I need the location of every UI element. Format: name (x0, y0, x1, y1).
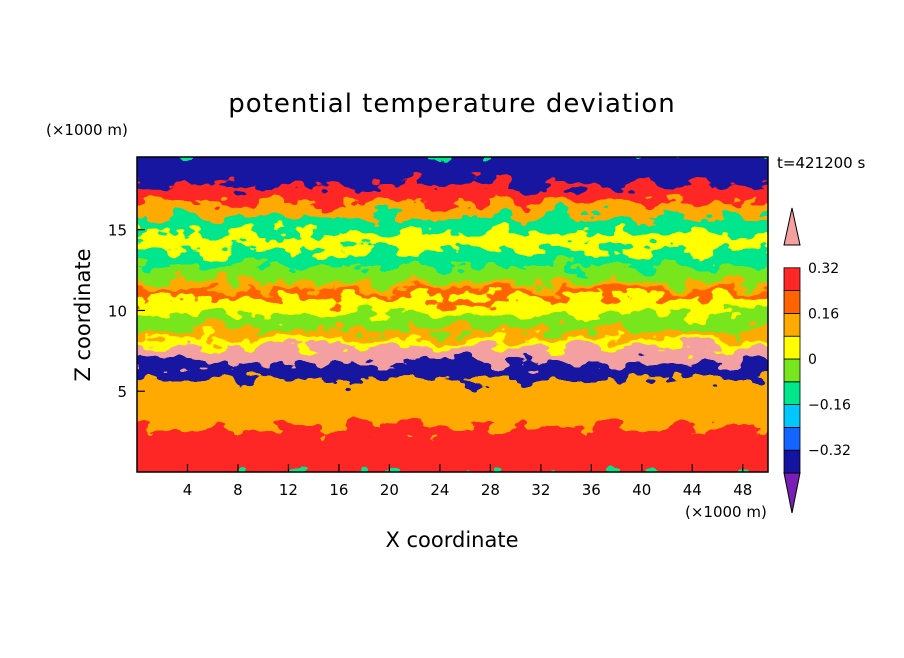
x-tick-label: 40 (632, 481, 651, 499)
colorbar: 0.32 0.16 0 −0.16 −0.32 (783, 207, 851, 514)
y-tick-label: 10 (108, 302, 127, 320)
x-tick-label: 8 (233, 481, 243, 499)
heatmap-band-0 (137, 419, 768, 472)
colorbar-swatch (783, 404, 801, 428)
y-unit-label: (×1000 m) (46, 121, 128, 139)
x-axis-label: X coordinate (385, 528, 518, 552)
colorbar-swatch (783, 290, 801, 314)
colorbar-tick-label: −0.32 (808, 443, 851, 459)
y-axis-label: Z coordinate (71, 248, 95, 381)
x-tick-label: 16 (329, 481, 348, 499)
colorbar-tick-label: 0 (808, 352, 817, 368)
chart-title: potential temperature deviation (228, 89, 675, 119)
plot-frame (136, 156, 769, 473)
x-tick-label: 20 (380, 481, 399, 499)
x-tick-label: 4 (183, 481, 193, 499)
heatmap-field (137, 157, 768, 472)
colorbar-swatch (783, 358, 801, 383)
x-tick-label: 32 (531, 481, 550, 499)
y-axis: 5 10 15 (108, 222, 145, 401)
y-tick-label: 5 (117, 383, 127, 401)
x-tick-label: 48 (733, 481, 752, 499)
colorbar-bottom-arrow (783, 472, 801, 514)
x-tick-label: 12 (279, 481, 298, 499)
time-label: t=421200 s (777, 154, 865, 172)
colorbar-tick-label: −0.16 (808, 398, 851, 414)
x-tick-label: 44 (683, 481, 702, 499)
colorbar-swatch (783, 449, 801, 474)
x-tick-label: 24 (430, 481, 449, 499)
x-unit-label: (×1000 m) (685, 503, 767, 521)
heatmap-band-1 (137, 371, 768, 428)
colorbar-swatch (783, 426, 801, 451)
y-tick-label: 15 (108, 222, 127, 240)
heatmap-bands (137, 157, 768, 472)
colorbar-tick-label: 0.16 (808, 306, 839, 322)
colorbar-swatch (783, 312, 801, 337)
x-tick-label: 28 (481, 481, 500, 499)
colorbar-swatch (783, 335, 801, 360)
colorbar-swatch (783, 267, 801, 291)
x-tick-label: 36 (582, 481, 601, 499)
x-axis: 4 8 12 16 20 24 28 32 36 40 44 48 (183, 464, 752, 499)
colorbar-swatch (783, 381, 801, 405)
colorbar-top-arrow (783, 207, 801, 246)
colorbar-tick-label: 0.32 (808, 261, 839, 277)
heatmap-band-16 (137, 157, 768, 186)
